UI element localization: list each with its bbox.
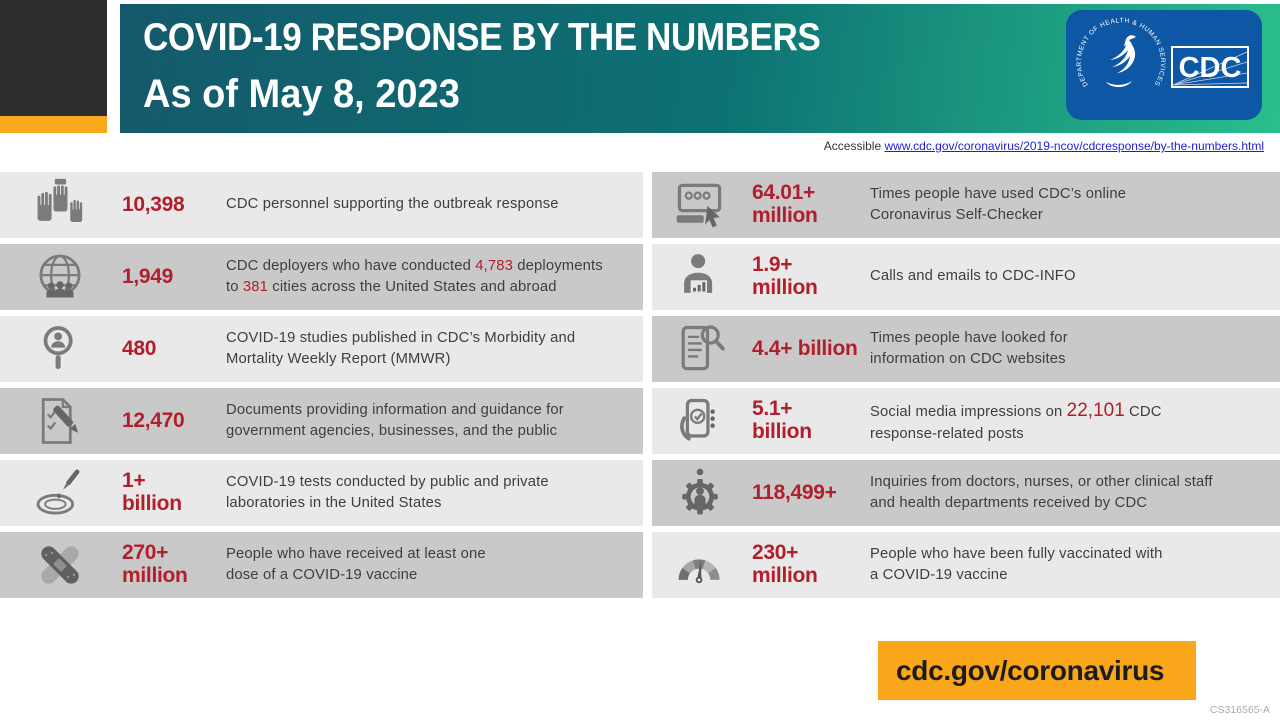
stat-row: 118,499+ Inquiries from doctors, nurses,…	[652, 460, 1280, 526]
stats-col-right: 64.01+ million Times people have used CDC…	[652, 172, 1280, 598]
stat-row: 10,398 CDC personnel supporting the outb…	[0, 172, 643, 238]
self-checker-icon	[676, 183, 722, 228]
stat-description: CDC deployers who have conducted 4,783 d…	[226, 257, 603, 295]
brand-black-block	[0, 0, 107, 116]
stats-grid: 10,398 CDC personnel supporting the outb…	[0, 172, 1280, 598]
stat-value: 270+ million	[122, 541, 188, 587]
stat-description: People who have received at least one dos…	[226, 545, 486, 583]
gauge-icon	[678, 559, 720, 584]
stat-value: 12,470	[122, 408, 185, 432]
stat-row: 270+ million People who have received at …	[0, 532, 643, 598]
header-banner: COVID-19 RESPONSE BY THE NUMBERS As of M…	[120, 4, 1280, 133]
stat-value: 230+ million	[752, 541, 818, 587]
stat-icon-box	[668, 249, 732, 305]
stat-icon-box	[668, 321, 732, 377]
stat-row: 4.4+ billion Times people have looked fo…	[652, 316, 1280, 382]
person-gear-icon	[682, 468, 718, 515]
page-title: COVID-19 RESPONSE BY THE NUMBERS	[143, 16, 821, 59]
stat-row: 1.9+ million Calls and emails to CDC-INFO	[652, 244, 1280, 310]
stat-value: 480	[122, 336, 157, 360]
stat-description: COVID-19 studies published in CDC’s Morb…	[226, 329, 576, 367]
globe-people-icon	[39, 254, 81, 298]
stat-row: 1,949 CDC deployers who have conducted 4…	[0, 244, 643, 310]
stat-row: 230+ million People who have been fully v…	[652, 532, 1280, 598]
website-search-icon	[681, 325, 725, 371]
stats-col-left: 10,398 CDC personnel supporting the outb…	[0, 172, 643, 598]
accessible-url-link[interactable]: www.cdc.gov/coronavirus/2019-ncov/cdcres…	[884, 139, 1264, 153]
document-pen-icon	[41, 398, 79, 444]
cdc-hhs-logo-icon: DEPARTMENT OF HEALTH & HUMAN SERVICES US…	[1066, 10, 1262, 120]
footer-url: cdc.gov/coronavirus	[896, 654, 1165, 686]
stat-icon-box	[28, 393, 92, 449]
stat-row: 480 COVID-19 studies published in CDC’s …	[0, 316, 643, 382]
stat-description: COVID-19 tests conducted by public and p…	[226, 473, 549, 511]
stat-icon-box	[28, 249, 92, 305]
stat-row: 5.1+ billion Social media impressions on …	[652, 388, 1280, 454]
stat-row: 12,470 Documents providing information a…	[0, 388, 643, 454]
stat-icon-box	[668, 177, 732, 233]
stat-icon-box	[28, 321, 92, 377]
page-subtitle: As of May 8, 2023	[143, 72, 460, 116]
stat-icon-box	[28, 177, 92, 233]
bandage-icon	[41, 546, 79, 584]
stat-icon-box	[28, 465, 92, 521]
stat-value: 1.9+ million	[752, 253, 818, 299]
brand-orange-bar	[0, 116, 107, 133]
social-media-icon	[680, 398, 715, 441]
stat-icon-box	[668, 393, 732, 449]
stat-icon-box	[668, 537, 732, 593]
stat-icon-box	[28, 537, 92, 593]
person-chart-icon	[684, 254, 713, 293]
stat-description: People who have been fully vaccinated wi…	[870, 545, 1163, 583]
stat-description: Times people have looked for information …	[870, 329, 1068, 367]
accessible-line: Accessible www.cdc.gov/coronavirus/2019-…	[824, 139, 1264, 153]
hands-raised-icon	[37, 178, 83, 223]
stat-row: 1+ billion COVID-19 tests conducted by pu…	[0, 460, 643, 526]
stat-value: 10,398	[122, 192, 185, 216]
petri-dish-icon	[36, 469, 80, 515]
magnifier-person-icon	[43, 326, 73, 370]
stat-value: 4.4+ billion	[752, 336, 858, 360]
stat-value: 64.01+ million	[752, 181, 818, 227]
svg-text:CDC: CDC	[1179, 52, 1242, 84]
footer-url-banner: cdc.gov/coronavirus	[878, 641, 1196, 700]
stat-description: Calls and emails to CDC-INFO	[870, 268, 1076, 285]
stat-description: Times people have used CDC’s online Coron…	[870, 185, 1127, 223]
stat-value: 5.1+ billion	[752, 397, 812, 443]
stat-icon-box	[668, 465, 732, 521]
stat-value: 1+ billion	[122, 469, 182, 515]
stat-value: 118,499+	[752, 480, 837, 504]
stat-value: 1,949	[122, 264, 174, 288]
document-id: CS316565-A	[1209, 704, 1270, 716]
stat-row: 64.01+ million Times people have used CDC…	[652, 172, 1280, 238]
accessible-label: Accessible	[823, 139, 882, 153]
stat-description: Documents providing information and guid…	[226, 401, 564, 439]
stat-description: Inquiries from doctors, nurses, or other…	[870, 473, 1213, 511]
stat-description: Social media impressions on 22,101 CDC re…	[870, 399, 1162, 443]
stat-description: CDC personnel supporting the outbreak re…	[226, 196, 559, 213]
